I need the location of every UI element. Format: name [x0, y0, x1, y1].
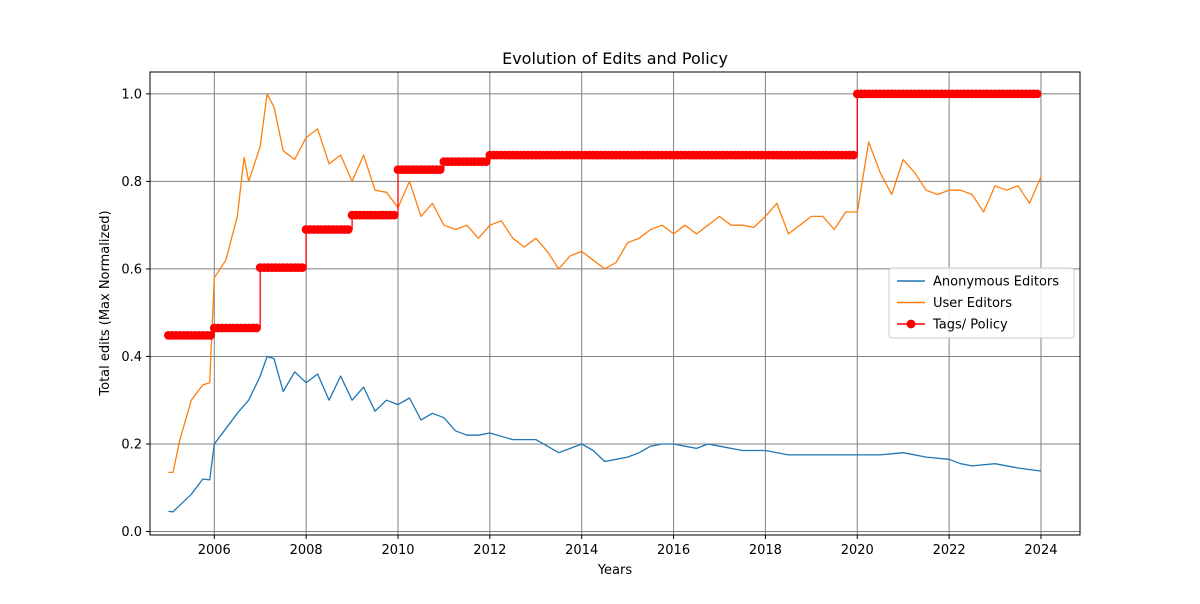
- y-tick-label: 0.2: [121, 437, 142, 452]
- legend: Anonymous Editors User Editors Tags/ Polic…: [888, 267, 1075, 339]
- x-tick-label: 2016: [657, 543, 690, 558]
- legend-marker: [906, 319, 916, 329]
- y-tick-label: 0.8: [121, 175, 142, 190]
- x-tick-label: 2020: [841, 543, 874, 558]
- chart-title: Evolution of Edits and Policy: [502, 49, 728, 68]
- x-tick-label: 2006: [198, 543, 231, 558]
- legend-label: Tags/ Policy: [932, 318, 1008, 333]
- legend-box: [888, 267, 1075, 339]
- user-editors-line: [168, 93, 1042, 474]
- y-tick-label: 1.0: [121, 87, 142, 102]
- x-tick-label: 2010: [381, 543, 414, 558]
- y-tick-label: 0.0: [121, 525, 142, 540]
- x-tick-label: 2018: [749, 543, 782, 558]
- tags-policy-marker: [435, 165, 445, 175]
- plot-area: [164, 89, 1042, 513]
- axes: 2006 2008 2010 2012 2014 2016 2018 2020 2022 2024…: [121, 87, 1057, 558]
- x-tick-label: 2014: [565, 543, 598, 558]
- y-axis-label: Total edits (Max Normalized): [98, 210, 113, 396]
- plot-frame: [149, 71, 1081, 536]
- tags-policy-marker: [389, 210, 399, 220]
- legend-label: User Editors: [933, 296, 1012, 311]
- x-axis-label: Years: [597, 563, 633, 578]
- anonymous-editors-line: [168, 355, 1042, 513]
- x-tick-label: 2024: [1024, 543, 1057, 558]
- tags-policy-marker: [206, 331, 215, 340]
- tags-policy-marker: [343, 225, 353, 234]
- tags-policy-marker: [297, 263, 307, 272]
- tags-policy-marker: [252, 323, 261, 333]
- x-tick-label: 2012: [473, 543, 506, 558]
- legend-label: Anonymous Editors: [933, 275, 1059, 290]
- y-tick-label: 0.6: [121, 262, 142, 277]
- y-tick-label: 0.4: [121, 350, 142, 365]
- tags-policy-marker: [1032, 89, 1042, 99]
- tags-policy-marker: [481, 157, 491, 167]
- x-tick-label: 2008: [290, 543, 323, 558]
- tags-policy-marker: [849, 150, 858, 160]
- x-tick-label: 2022: [933, 543, 966, 558]
